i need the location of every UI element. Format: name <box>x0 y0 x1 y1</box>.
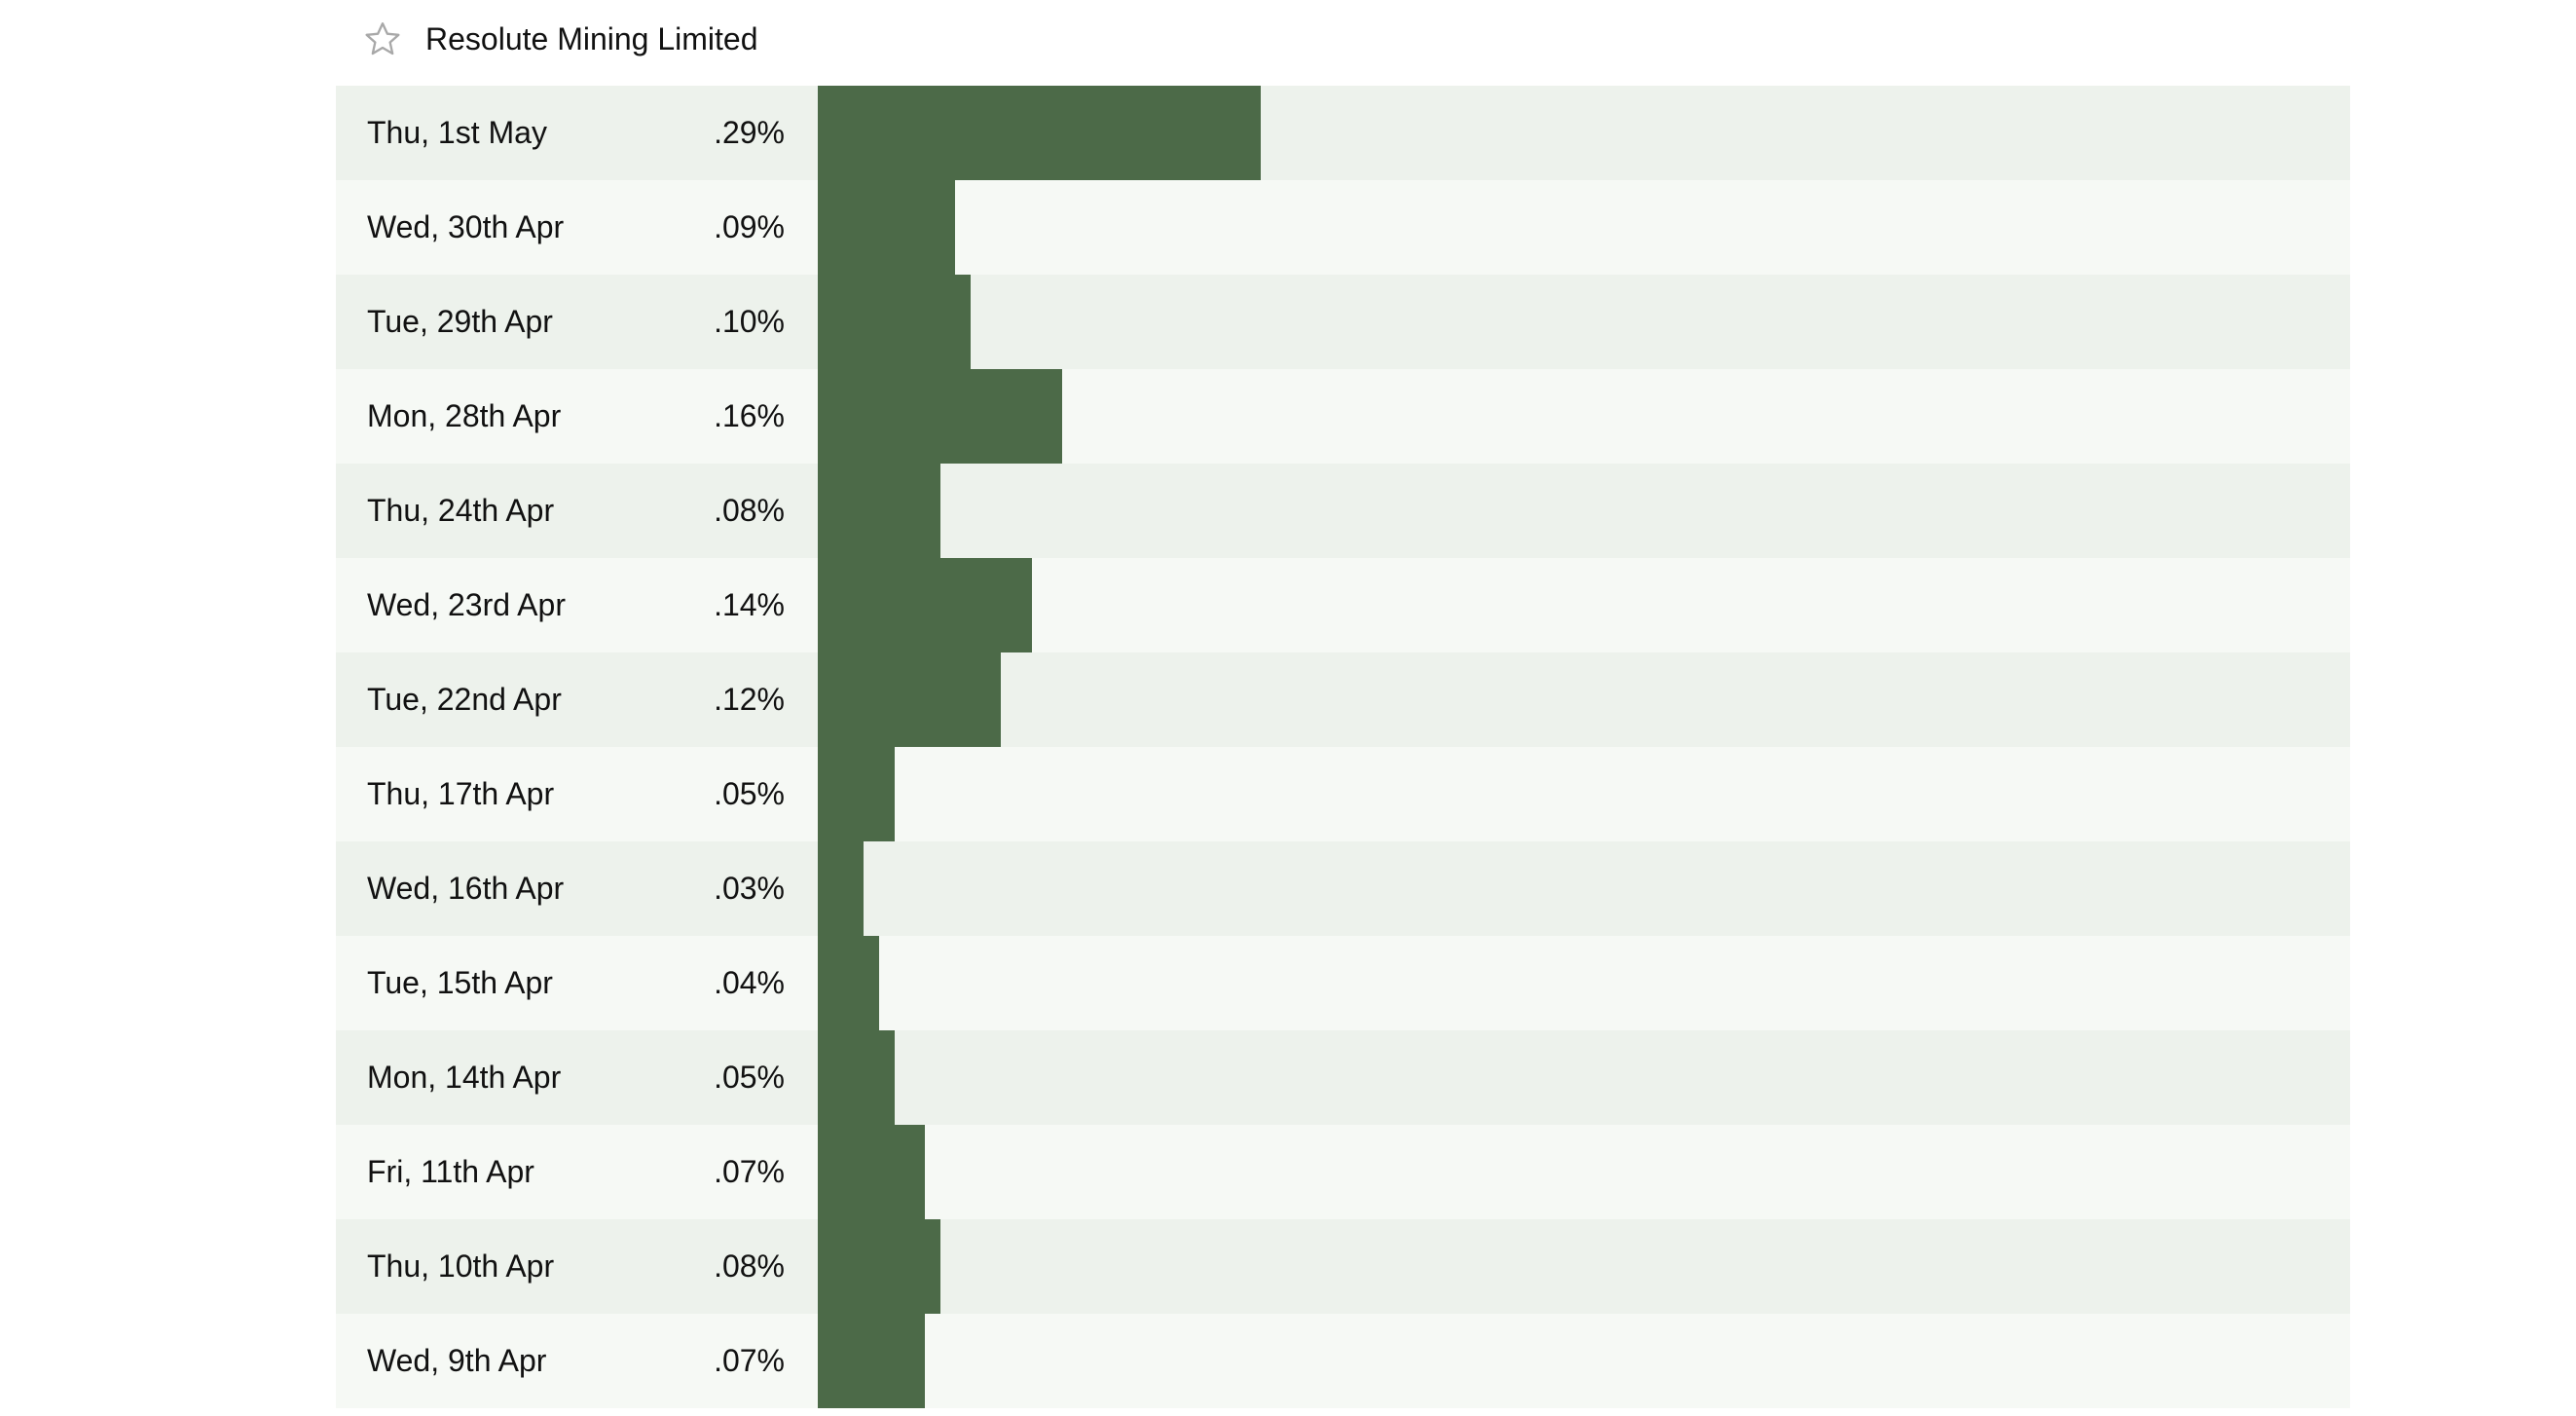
bar-track <box>818 180 2350 275</box>
table-row: Thu, 10th Apr .08% <box>336 1219 2350 1314</box>
bar-track <box>818 86 2350 180</box>
row-date: Tue, 15th Apr <box>367 965 553 1000</box>
table-row: Thu, 1st May .29% <box>336 86 2350 180</box>
row-date: Wed, 23rd Apr <box>367 587 566 622</box>
value-bar <box>818 464 940 558</box>
bar-track <box>818 652 2350 747</box>
short-position-table: Thu, 1st May .29% Wed, 30th Apr .09% Tue, 29… <box>336 86 2350 1408</box>
bar-track <box>818 1219 2350 1314</box>
company-title: Resolute Mining Limited <box>425 20 758 56</box>
value-bar <box>818 86 1261 180</box>
bar-track <box>818 747 2350 841</box>
bar-track <box>818 464 2350 558</box>
row-date: Thu, 10th Apr <box>367 1248 555 1284</box>
row-date: Mon, 28th Apr <box>367 398 562 433</box>
table-row: Wed, 16th Apr .03% <box>336 841 2350 936</box>
row-date: Tue, 29th Apr <box>367 304 553 339</box>
table-row: Thu, 17th Apr .05% <box>336 747 2350 841</box>
table-row: Tue, 15th Apr .04% <box>336 936 2350 1030</box>
row-percentage: .14% <box>714 587 785 622</box>
value-bar <box>818 841 864 936</box>
star-outline-icon[interactable] <box>361 18 404 60</box>
value-bar <box>818 652 1001 747</box>
row-date: Wed, 30th Apr <box>367 209 565 244</box>
value-bar <box>818 1030 895 1125</box>
value-bar <box>818 747 895 841</box>
row-percentage: .12% <box>714 682 785 717</box>
bar-track <box>818 1030 2350 1125</box>
row-percentage: .05% <box>714 776 785 811</box>
table-row: Wed, 23rd Apr .14% <box>336 558 2350 652</box>
table-row: Wed, 9th Apr .07% <box>336 1314 2350 1408</box>
row-percentage: .03% <box>714 871 785 906</box>
row-date: Tue, 22nd Apr <box>367 682 562 717</box>
row-date: Thu, 1st May <box>367 115 547 150</box>
header: Resolute Mining Limited <box>336 0 1796 78</box>
bar-track <box>818 275 2350 369</box>
bar-track <box>818 936 2350 1030</box>
row-percentage: .16% <box>714 398 785 433</box>
bar-track <box>818 1125 2350 1219</box>
table-row: Wed, 30th Apr .09% <box>336 180 2350 275</box>
row-percentage: .04% <box>714 965 785 1000</box>
value-bar <box>818 1314 925 1408</box>
row-date: Wed, 9th Apr <box>367 1343 547 1378</box>
row-date: Thu, 24th Apr <box>367 493 555 528</box>
value-bar <box>818 369 1062 464</box>
row-percentage: .07% <box>714 1343 785 1378</box>
row-percentage: .05% <box>714 1060 785 1095</box>
row-date: Mon, 14th Apr <box>367 1060 562 1095</box>
table-row: Fri, 11th Apr .07% <box>336 1125 2350 1219</box>
table-row: Mon, 28th Apr .16% <box>336 369 2350 464</box>
value-bar <box>818 275 971 369</box>
row-date: Wed, 16th Apr <box>367 871 565 906</box>
bar-track <box>818 841 2350 936</box>
row-date: Fri, 11th Apr <box>367 1154 534 1189</box>
row-percentage: .10% <box>714 304 785 339</box>
table-row: Tue, 22nd Apr .12% <box>336 652 2350 747</box>
row-percentage: .29% <box>714 115 785 150</box>
value-bar <box>818 1125 925 1219</box>
table-row: Tue, 29th Apr .10% <box>336 275 2350 369</box>
bar-track <box>818 369 2350 464</box>
table-row: Mon, 14th Apr .05% <box>336 1030 2350 1125</box>
bar-track <box>818 558 2350 652</box>
row-percentage: .09% <box>714 209 785 244</box>
value-bar <box>818 180 955 275</box>
value-bar <box>818 1219 940 1314</box>
value-bar <box>818 936 879 1030</box>
row-percentage: .07% <box>714 1154 785 1189</box>
row-percentage: .08% <box>714 493 785 528</box>
row-date: Thu, 17th Apr <box>367 776 555 811</box>
bar-track <box>818 1314 2350 1408</box>
row-percentage: .08% <box>714 1248 785 1284</box>
value-bar <box>818 558 1032 652</box>
table-row: Thu, 24th Apr .08% <box>336 464 2350 558</box>
